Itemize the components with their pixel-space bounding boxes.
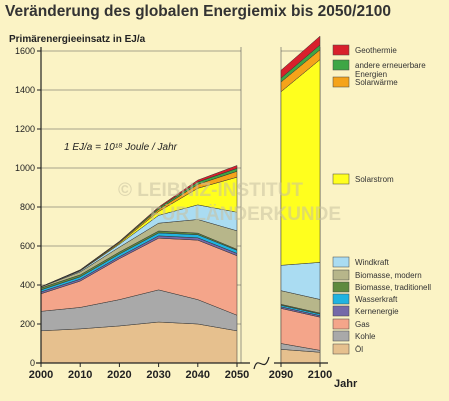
legend-label: Biomasse, traditionell bbox=[355, 283, 431, 292]
chart-title: Veränderung des globalen Energiemix bis … bbox=[5, 3, 391, 20]
legend-swatch bbox=[332, 76, 350, 88]
legend-swatch bbox=[332, 305, 350, 317]
area-solarstrom bbox=[280, 59, 321, 266]
legend-swatch bbox=[332, 256, 350, 268]
area-geothermie bbox=[280, 35, 321, 79]
watermark-line-2: FÜR LÄNDERKUNDE bbox=[150, 204, 341, 225]
legend-label: Biomasse, modern bbox=[355, 271, 422, 280]
y-tick-label: 200 bbox=[20, 319, 35, 329]
y-tick-label: 600 bbox=[20, 241, 35, 251]
legend-swatch bbox=[332, 343, 350, 355]
x-axis-label: Jahr bbox=[334, 378, 358, 390]
legend-swatch bbox=[332, 330, 350, 342]
legend-label: Solarwärme bbox=[355, 78, 398, 87]
y-tick-label: 1200 bbox=[15, 124, 35, 134]
y-tick-label: 800 bbox=[20, 202, 35, 212]
legend-label: Kohle bbox=[355, 332, 376, 341]
legend-swatch bbox=[332, 59, 350, 71]
legend-label: andere erneuerbare Energien bbox=[355, 61, 426, 79]
x-tick-label: 2100 bbox=[308, 369, 332, 381]
legend-label: Solarstrom bbox=[355, 175, 394, 184]
unit-note: 1 EJ/a = 10¹⁸ Joule / Jahr bbox=[64, 142, 178, 153]
x-tick-label: 2040 bbox=[186, 369, 210, 381]
axis-break-gap bbox=[250, 359, 274, 367]
legend-label: Wasserkraft bbox=[355, 295, 398, 304]
y-axis-label: Primärenergieeinsatz in EJ/a bbox=[9, 34, 146, 45]
x-tick-label: 2030 bbox=[146, 369, 170, 381]
y-tick-label: 400 bbox=[20, 280, 35, 290]
legend-swatch bbox=[332, 318, 350, 330]
watermark-line-1: © LEIBNIZ-INSTITUT bbox=[118, 180, 303, 201]
y-tick-label: 1600 bbox=[15, 46, 35, 56]
x-tick-label: 2090 bbox=[269, 369, 293, 381]
legend-label: Windkraft bbox=[355, 258, 390, 267]
legend-label: Kernenergie bbox=[355, 307, 399, 316]
legend-swatch bbox=[332, 269, 350, 281]
y-tick-label: 1000 bbox=[15, 163, 35, 173]
legend-label: Gas bbox=[355, 320, 370, 329]
x-tick-label: 2010 bbox=[68, 369, 92, 381]
x-tick-label: 2050 bbox=[225, 369, 249, 381]
legend-swatch bbox=[332, 44, 350, 56]
legend-label: Geothermie bbox=[355, 46, 397, 55]
legend-swatch bbox=[332, 173, 350, 185]
x-tick-label: 2000 bbox=[29, 369, 53, 381]
axis-break-symbol bbox=[253, 356, 270, 370]
y-tick-label: 1400 bbox=[15, 85, 35, 95]
area-geothermie bbox=[40, 165, 238, 287]
y-tick-label: 0 bbox=[30, 358, 35, 368]
legend-swatch bbox=[332, 281, 350, 293]
legend-swatch bbox=[332, 293, 350, 305]
legend-label: Öl bbox=[355, 345, 363, 354]
x-tick-label: 2020 bbox=[107, 369, 131, 381]
